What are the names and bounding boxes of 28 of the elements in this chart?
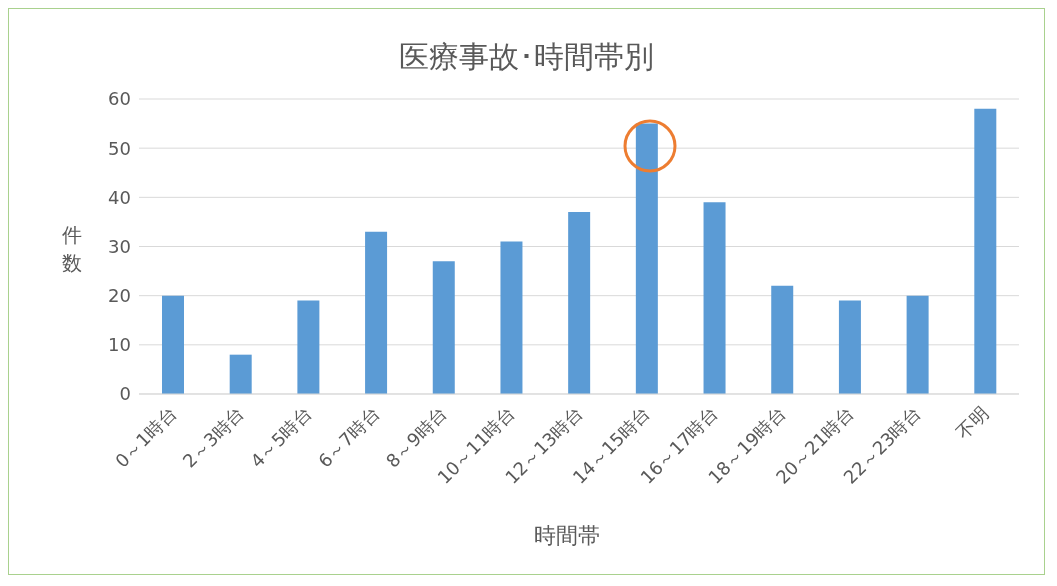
bar (703, 202, 726, 394)
bar (500, 241, 523, 394)
x-axis-title: 時間帯 (532, 522, 601, 550)
y-axis-title: 件数 (61, 222, 83, 277)
bar (838, 300, 861, 394)
bar (568, 212, 591, 394)
y-tick-label: 20 (108, 285, 131, 307)
x-tick-label: 不明 (952, 402, 993, 443)
y-tick-label: 40 (108, 186, 131, 208)
y-tick-label: 50 (108, 137, 131, 159)
x-tick-label: 6～7時台 (313, 402, 384, 472)
bar (635, 123, 658, 394)
bar (432, 261, 455, 394)
y-tick-label: 30 (108, 235, 131, 257)
chart-title: 医療事故･時間帯別 (398, 38, 655, 76)
x-tick-label: 4～5時台 (246, 402, 316, 472)
x-tick-label: 0～1時台 (110, 402, 181, 472)
x-tick-label: 2～3時台 (178, 402, 248, 472)
bar (162, 295, 184, 394)
bar (906, 295, 929, 394)
bar (771, 285, 794, 394)
bar (365, 231, 388, 394)
bar (974, 108, 997, 394)
bar (229, 354, 252, 394)
bar (297, 300, 320, 394)
y-tick-label: 10 (108, 334, 131, 356)
y-tick-label: 0 (119, 383, 131, 405)
y-tick-label: 60 (108, 88, 131, 110)
